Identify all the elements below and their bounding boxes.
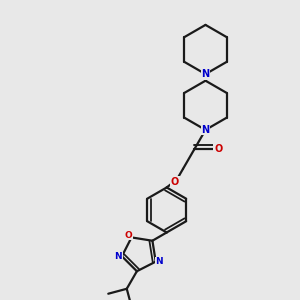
Text: N: N: [201, 125, 210, 135]
Text: O: O: [214, 144, 222, 154]
Text: N: N: [155, 257, 163, 266]
Text: O: O: [124, 230, 132, 239]
Text: O: O: [171, 177, 179, 187]
Text: N: N: [115, 252, 122, 261]
Text: N: N: [201, 69, 210, 79]
